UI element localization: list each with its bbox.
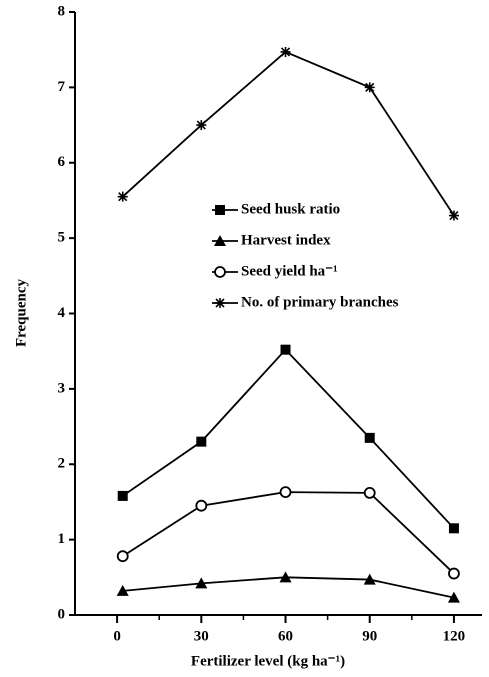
marker [196,120,207,131]
y-tick-label: 0 [58,606,66,622]
y-tick-label: 7 [58,79,66,95]
x-tick-label: 120 [443,628,466,644]
marker [363,573,376,585]
marker [280,46,291,57]
marker [117,191,128,202]
x-tick-label: 60 [278,628,293,644]
marker [448,523,459,534]
marker [280,344,291,355]
marker [195,577,208,589]
legend-marker [215,205,225,215]
y-tick-label: 5 [58,230,66,246]
x-tick-label: 30 [194,628,209,644]
y-tick-label: 2 [58,456,66,472]
marker [448,210,459,221]
marker [279,486,292,499]
marker [196,436,207,447]
series-line [122,50,455,217]
marker [116,550,129,563]
x-tick-label: 0 [113,628,121,644]
x-tick-label: 90 [362,628,377,644]
legend-marker [214,235,226,246]
marker [364,432,375,443]
marker [117,490,128,501]
y-tick-label: 6 [58,154,66,170]
legend-marker [214,266,226,278]
marker [195,499,208,512]
x-axis-label: Fertilizer level (kg ha⁻¹) [191,653,345,669]
y-tick-label: 1 [58,531,66,547]
y-tick-label: 8 [58,3,66,19]
marker [279,571,292,583]
legend-marker [215,298,225,308]
series-line [122,491,455,575]
y-axis-label: Frequency [13,278,29,347]
legend-label: No. of primary branches [241,294,399,310]
legend-label: Harvest index [241,232,331,248]
marker [364,82,375,93]
legend-label: Seed husk ratio [241,201,340,217]
y-tick-label: 4 [58,305,66,321]
y-tick-label: 3 [58,380,66,396]
marker [447,591,460,603]
marker [363,486,376,499]
marker [116,584,129,596]
series-line [122,348,455,529]
marker [448,567,460,580]
legend-label: Seed yield ha⁻¹ [241,263,338,279]
